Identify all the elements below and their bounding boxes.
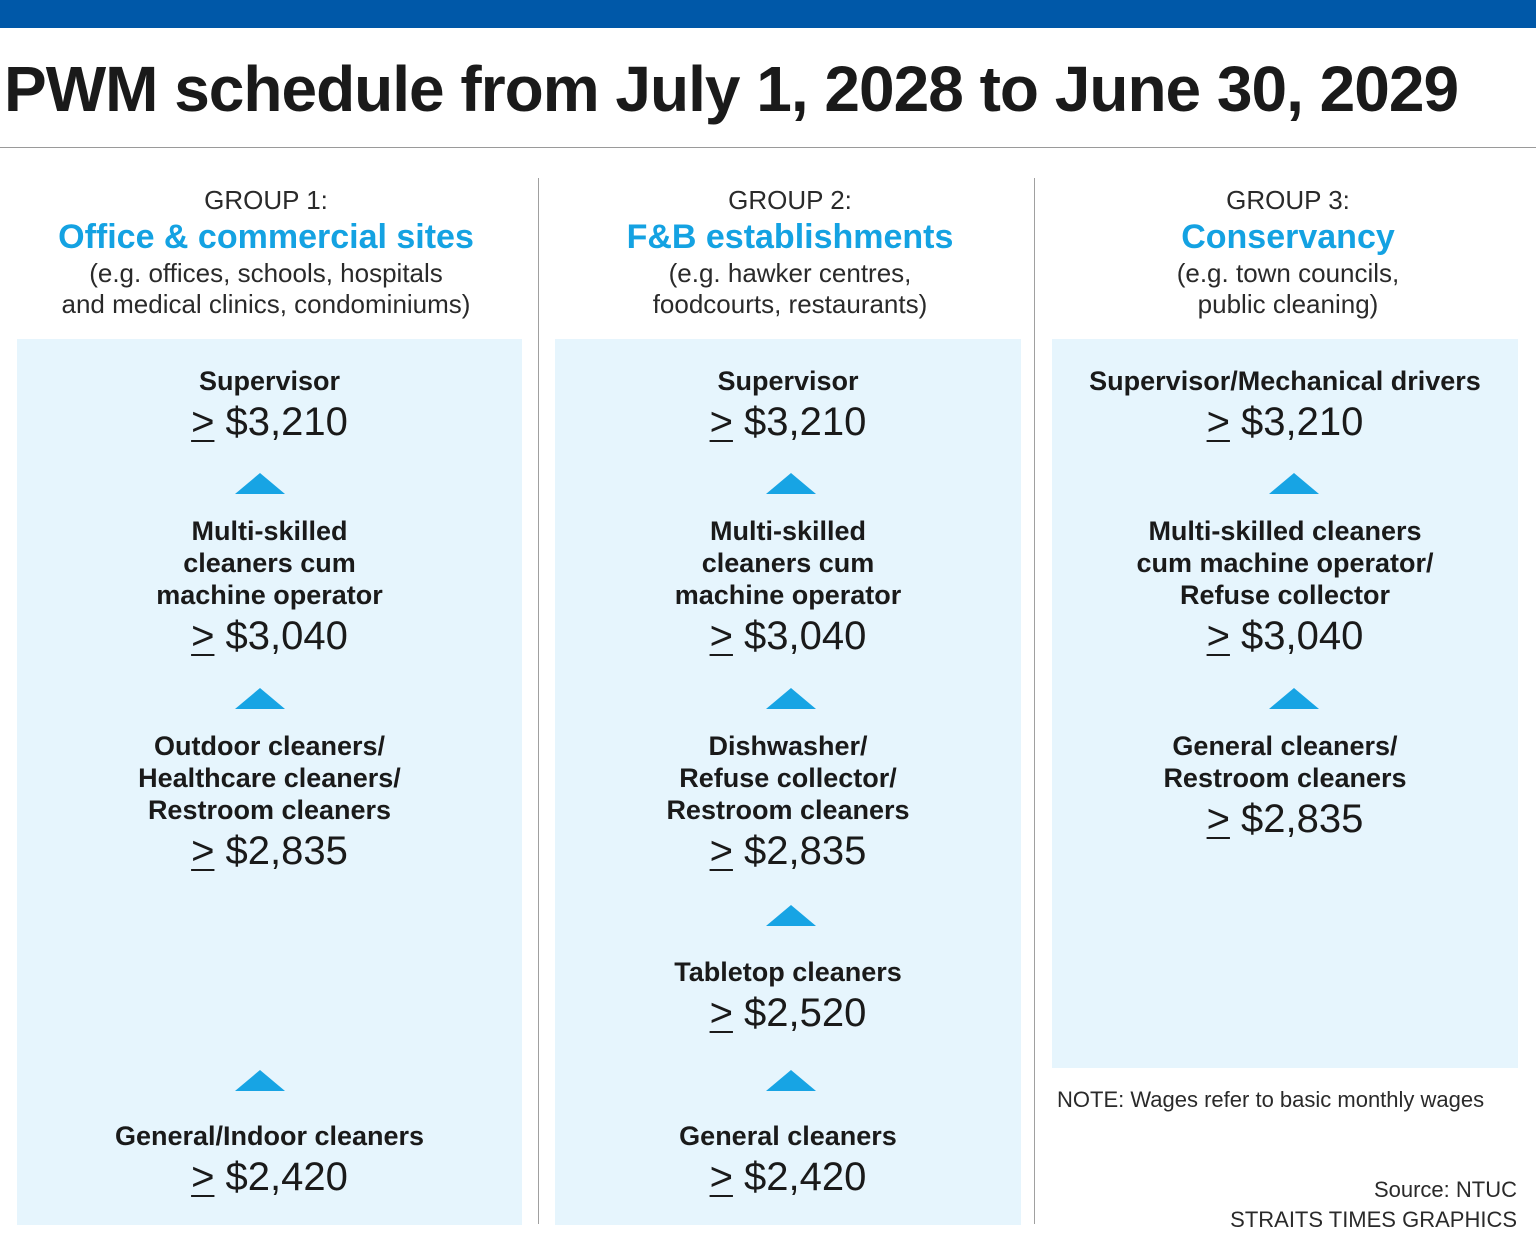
wage-value: > $2,520 bbox=[709, 991, 867, 1035]
group-1-panel: Supervisor > $3,210 Multi-skilled cleaner… bbox=[17, 339, 522, 1225]
wage-value: > $3,040 bbox=[709, 614, 867, 658]
group-3-example-line: (e.g. town councils, bbox=[1176, 258, 1400, 288]
credit-line: STRAITS TIMES GRAPHICS bbox=[1230, 1207, 1517, 1232]
wage-value: > $3,210 bbox=[191, 400, 348, 444]
role-title: Multi-skilled cleaners cum machine operato… bbox=[156, 516, 383, 610]
group-1-level-multi-skilled: Multi-skilled cleaners cum machine operato… bbox=[17, 515, 522, 661]
title-rule bbox=[0, 147, 1536, 148]
up-arrow-icon bbox=[235, 473, 285, 494]
group-3-level-multi-skilled: Multi-skilled cleaners cum machine operat… bbox=[1052, 515, 1518, 661]
role-title: Multi-skilled cleaners cum machine operat… bbox=[1136, 516, 1434, 610]
role-title: Tabletop cleaners bbox=[674, 957, 902, 987]
group-1-level-general: General/Indoor cleaners > $2,420 bbox=[17, 1120, 522, 1202]
up-arrow-icon bbox=[766, 905, 816, 926]
group-2-example-line: (e.g. hawker centres, bbox=[668, 258, 912, 288]
group-2-name: F&B establishments bbox=[626, 218, 954, 256]
group-2-level-tabletop: Tabletop cleaners > $2,520 bbox=[555, 956, 1021, 1038]
wage-value: > $3,040 bbox=[1206, 614, 1364, 658]
wage-value: > $2,835 bbox=[1206, 797, 1364, 841]
group-2-label: GROUP 2: bbox=[728, 185, 852, 215]
group-3-label: GROUP 3: bbox=[1226, 185, 1350, 215]
source-line: Source: NTUC bbox=[1373, 1177, 1517, 1202]
group-1-level-outdoor: Outdoor cleaners/Healthcare cleaners/Res… bbox=[17, 730, 522, 876]
group-1-example-line: and medical clinics, condominiums) bbox=[61, 289, 471, 319]
group-1-name: Office & commercial sites bbox=[58, 218, 474, 256]
group-2-panel: Supervisor > $3,210 Multi-skilled cleaner… bbox=[555, 339, 1021, 1225]
group-2-level-dishwasher: Dishwasher/Refuse collector/Restroom cle… bbox=[555, 730, 1021, 876]
role-title: Outdoor cleaners/Healthcare cleaners/Res… bbox=[138, 731, 401, 825]
role-title: General/Indoor cleaners bbox=[114, 1121, 425, 1151]
role-title: General cleaners/Restroom cleaners bbox=[1163, 731, 1407, 793]
wage-value: > $3,210 bbox=[709, 400, 867, 444]
role-title: Supervisor bbox=[717, 366, 859, 396]
group-2-examples: (e.g. hawker centres, foodcourts, restau… bbox=[540, 258, 1040, 320]
group-3-examples: (e.g. town councils, public cleaning) bbox=[1040, 258, 1536, 320]
group-1-examples: (e.g. offices, schools, hospitals and me… bbox=[10, 258, 522, 320]
up-arrow-icon bbox=[766, 1070, 816, 1091]
role-title: Multi-skilled cleaners cum machine operato… bbox=[674, 516, 902, 610]
wage-value: > $2,835 bbox=[709, 829, 867, 873]
group-2-level-general: General cleaners > $2,420 bbox=[555, 1120, 1021, 1202]
group-1-example-line: (e.g. offices, schools, hospitals bbox=[89, 258, 443, 288]
up-arrow-icon bbox=[766, 473, 816, 494]
group-3-level-supervisor: Supervisor/Mechanical drivers > $3,210 bbox=[1052, 365, 1518, 447]
wage-value: > $2,420 bbox=[709, 1155, 867, 1199]
group-3-panel: Supervisor/Mechanical drivers > $3,210 M… bbox=[1052, 339, 1518, 1068]
column-divider-2 bbox=[1034, 178, 1035, 1224]
column-divider-1 bbox=[538, 178, 539, 1224]
group-1-level-supervisor: Supervisor > $3,210 bbox=[17, 365, 522, 447]
up-arrow-icon bbox=[1269, 688, 1319, 709]
wage-note: NOTE: Wages refer to basic monthly wages bbox=[1057, 1087, 1485, 1112]
group-2-level-multi-skilled: Multi-skilled cleaners cum machine operato… bbox=[555, 515, 1021, 661]
role-title: Supervisor/Mechanical drivers bbox=[1089, 366, 1481, 396]
role-title: General cleaners bbox=[679, 1121, 897, 1151]
role-title: Dishwasher/Refuse collector/Restroom cle… bbox=[666, 731, 910, 825]
source-credit: Source: NTUC STRAITS TIMES GRAPHICS bbox=[1230, 1175, 1517, 1235]
group-3-level-general: General cleaners/Restroom cleaners > $2,… bbox=[1052, 730, 1518, 844]
group-3-example-line: public cleaning) bbox=[1197, 289, 1379, 319]
up-arrow-icon bbox=[766, 688, 816, 709]
up-arrow-icon bbox=[235, 688, 285, 709]
up-arrow-icon bbox=[1269, 473, 1319, 494]
wage-value: > $2,420 bbox=[191, 1155, 348, 1199]
top-bar bbox=[0, 0, 1536, 28]
wage-value: > $3,210 bbox=[1206, 400, 1364, 444]
wage-value: > $2,835 bbox=[191, 829, 348, 873]
group-1-label: GROUP 1: bbox=[204, 185, 328, 215]
page-title: PWM schedule from July 1, 2028 to June 3… bbox=[4, 53, 1459, 125]
wage-value: > $3,040 bbox=[191, 614, 348, 658]
group-2-level-supervisor: Supervisor > $3,210 bbox=[555, 365, 1021, 447]
up-arrow-icon bbox=[235, 1070, 285, 1091]
group-2-example-line: foodcourts, restaurants) bbox=[652, 289, 928, 319]
role-title: Supervisor bbox=[198, 366, 341, 396]
group-3-name: Conservancy bbox=[1181, 218, 1395, 256]
